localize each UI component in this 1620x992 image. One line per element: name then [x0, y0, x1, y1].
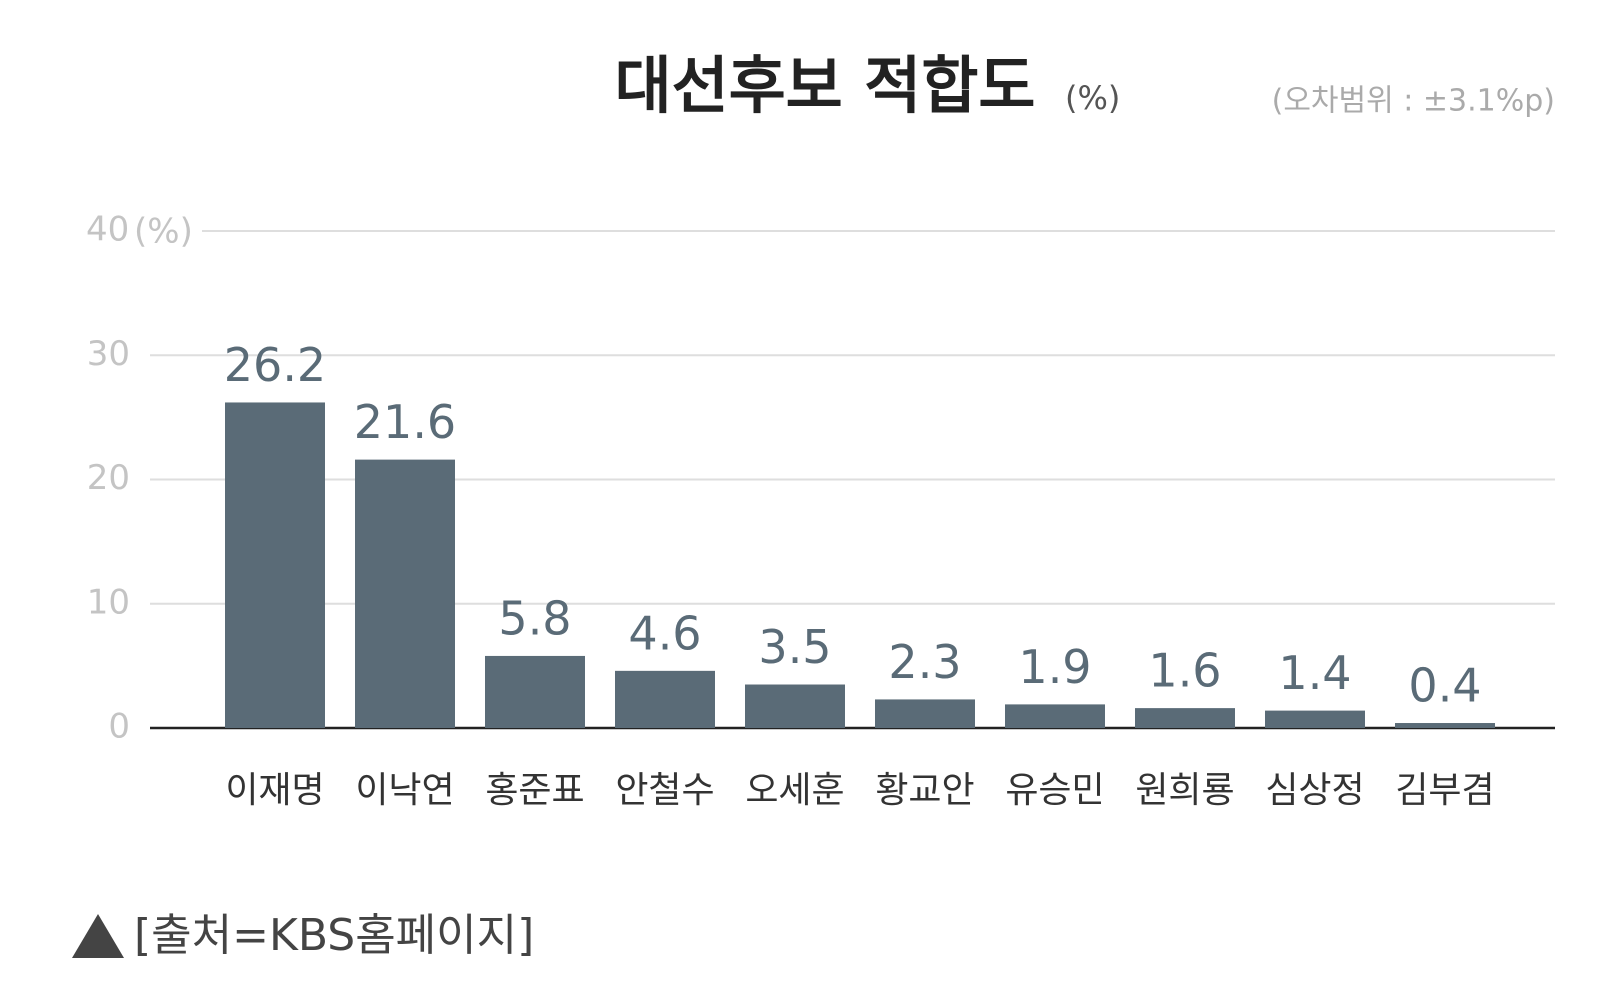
x-tick-label: 김부겸 [1395, 770, 1494, 811]
x-tick-label: 유승민 [1005, 770, 1104, 811]
value-label: 1.4 [1278, 646, 1351, 700]
bar [355, 459, 455, 728]
x-tick-label: 원희룡 [1135, 770, 1234, 811]
x-tick-label: 이재명 [225, 770, 324, 811]
x-tick-label: 오세훈 [745, 770, 844, 811]
source: [출처=KBS홈페이지] [134, 910, 534, 961]
bar [1395, 723, 1495, 728]
y-tick-label: 40 [86, 210, 129, 250]
value-label: 21.6 [354, 395, 456, 449]
y-tick-label: 20 [87, 458, 130, 498]
title-unit: (%) [1065, 79, 1120, 117]
value-label: 4.6 [628, 606, 701, 660]
bar [1265, 710, 1365, 728]
error-margin-note: (오차범위 : ±3.1%p) [1272, 84, 1555, 119]
y-tick-label: 10 [87, 582, 130, 622]
x-tick-label: 심상정 [1265, 770, 1364, 811]
source-triangle [72, 914, 124, 958]
value-label: 3.5 [758, 620, 831, 674]
chart-title: 대선후보 적합도 [615, 49, 1036, 122]
bar [1135, 708, 1235, 728]
value-label: 2.3 [888, 635, 961, 689]
bar [875, 699, 975, 728]
value-label: 5.8 [498, 591, 571, 645]
y-axis-unit: (%) [134, 212, 193, 252]
value-label: 26.2 [224, 338, 326, 392]
x-tick-label: 안철수 [615, 770, 714, 811]
y-tick-label: 0 [108, 707, 130, 747]
y-tick-label: 30 [87, 334, 130, 374]
x-tick-label: 홍준표 [485, 770, 584, 811]
bar [485, 655, 585, 728]
bar [615, 670, 715, 728]
value-label: 1.6 [1148, 644, 1221, 698]
bar [225, 402, 325, 728]
bar [1005, 704, 1105, 728]
x-tick-label: 이낙연 [355, 770, 454, 811]
value-label: 1.9 [1018, 640, 1091, 694]
value-label: 0.4 [1408, 659, 1481, 713]
x-tick-label: 황교안 [875, 770, 974, 811]
bar [745, 684, 845, 728]
